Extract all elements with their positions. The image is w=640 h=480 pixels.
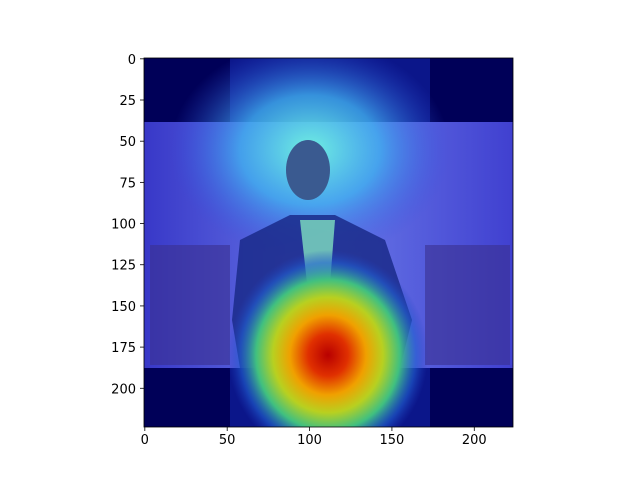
y-tick-label: 150 bbox=[111, 300, 136, 315]
x-tick-label: 0 bbox=[141, 433, 149, 448]
y-tick-label: 175 bbox=[111, 341, 136, 356]
y-tick-label: 200 bbox=[111, 382, 136, 397]
axes-frame bbox=[143, 57, 514, 428]
x-tick-label: 200 bbox=[462, 433, 487, 448]
x-tick-label: 100 bbox=[297, 433, 322, 448]
y-tick-label: 50 bbox=[119, 135, 136, 150]
image bbox=[144, 58, 513, 427]
y-tick-label: 25 bbox=[119, 94, 136, 109]
y-tick-label: 0 bbox=[128, 53, 136, 68]
x-tick-label: 50 bbox=[219, 433, 236, 448]
y-tick-label: 75 bbox=[119, 176, 136, 191]
y-tick-label: 100 bbox=[111, 218, 136, 233]
y-tick-label: 125 bbox=[111, 259, 136, 274]
x-tick-label: 150 bbox=[380, 433, 405, 448]
